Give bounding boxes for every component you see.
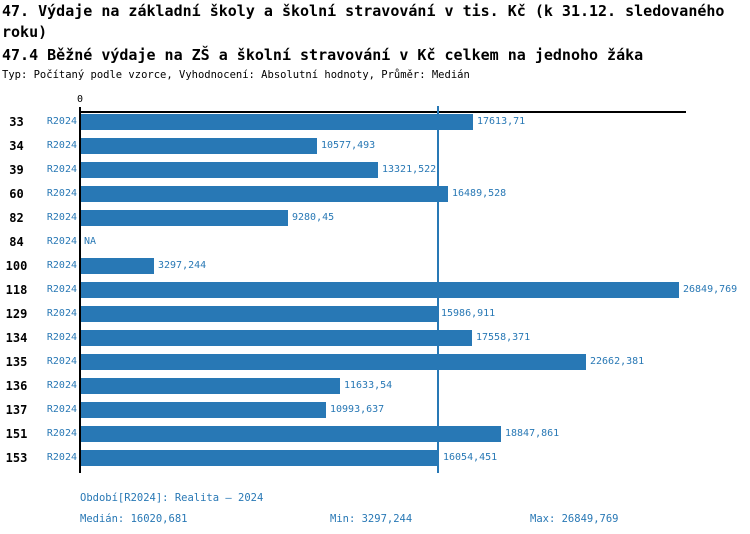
row-category-label: 34 — [9, 139, 24, 153]
row-category-label: 33 — [9, 115, 24, 129]
row-series-label: R2024 — [46, 188, 77, 199]
row-category-label: 135 — [5, 355, 28, 369]
row-series-label: R2024 — [46, 404, 77, 415]
bar — [81, 186, 448, 202]
row-category-label: 134 — [5, 331, 28, 345]
bar — [81, 402, 326, 418]
row-series-label: R2024 — [46, 212, 77, 223]
row-category-label: 136 — [5, 379, 28, 393]
row-series-label: R2024 — [46, 356, 77, 367]
row-category-label: 118 — [5, 283, 28, 297]
row-category-label: 129 — [5, 307, 28, 321]
row-series-label: R2024 — [46, 380, 77, 391]
max-stat: Max: 26849,769 — [530, 513, 619, 525]
bar-value-label: 11633,54 — [344, 380, 393, 391]
row-series-label: R2024 — [46, 452, 77, 463]
row-series-label: R2024 — [46, 308, 77, 319]
bar-value-label: 9280,45 — [292, 212, 335, 223]
bar-value-label: 18847,861 — [505, 428, 560, 439]
row-category-label: 151 — [5, 427, 28, 441]
row-series-label: R2024 — [46, 164, 77, 175]
bar — [81, 330, 472, 346]
bar — [81, 282, 679, 298]
bar — [81, 450, 439, 466]
bar-value-label: 10577,493 — [321, 140, 376, 151]
indicator-subtitle: 47.4 Běžné výdaje na ZŠ a školní stravov… — [2, 46, 644, 64]
row-series-label: R2024 — [46, 284, 77, 295]
bar-value-label: 16489,528 — [452, 188, 507, 199]
row-category-label: 100 — [5, 259, 28, 273]
bar-value-label: 16054,451 — [443, 452, 498, 463]
row-series-label: R2024 — [46, 332, 77, 343]
bar-na-label: NA — [84, 236, 97, 247]
bar — [81, 258, 154, 274]
bar-value-label: 26849,769 — [683, 284, 738, 295]
period-legend: Období[R2024]: Realita – 2024 — [80, 492, 264, 504]
bar — [81, 426, 501, 442]
x-axis-line — [79, 111, 686, 113]
bar-value-label: 15986,911 — [441, 308, 496, 319]
row-series-label: R2024 — [46, 260, 77, 271]
min-stat: Min: 3297,244 — [330, 513, 413, 525]
bar — [81, 354, 586, 370]
row-series-label: R2024 — [46, 116, 77, 127]
row-series-label: R2024 — [46, 236, 77, 247]
bar-value-label: 17558,371 — [476, 332, 531, 343]
row-category-label: 153 — [5, 451, 28, 465]
bar — [81, 162, 378, 178]
bar — [81, 114, 473, 130]
bar-value-label: 3297,244 — [158, 260, 207, 271]
bar-value-label: 22662,381 — [590, 356, 645, 367]
row-category-label: 39 — [9, 163, 24, 177]
bar — [81, 306, 437, 322]
bar-value-label: 17613,71 — [477, 116, 526, 127]
row-category-label: 137 — [5, 403, 28, 417]
row-series-label: R2024 — [46, 428, 77, 439]
bar — [81, 378, 340, 394]
bar-value-label: 13321,522 — [382, 164, 437, 175]
row-category-label: 60 — [9, 187, 24, 201]
bar — [81, 210, 288, 226]
indicator-meta-line: Typ: Počítaný podle vzorce, Vyhodnocení:… — [2, 69, 470, 81]
row-category-label: 84 — [9, 235, 24, 249]
row-category-label: 82 — [9, 211, 24, 225]
median-stat: Medián: 16020,681 — [80, 513, 188, 525]
row-series-label: R2024 — [46, 140, 77, 151]
x-axis-zero-tick-label: 0 — [76, 94, 84, 105]
y-axis-line — [79, 107, 81, 473]
bar-value-label: 10993,637 — [330, 404, 385, 415]
page-title: 47. Výdaje na základní školy a školní st… — [2, 2, 725, 41]
bar — [81, 138, 317, 154]
